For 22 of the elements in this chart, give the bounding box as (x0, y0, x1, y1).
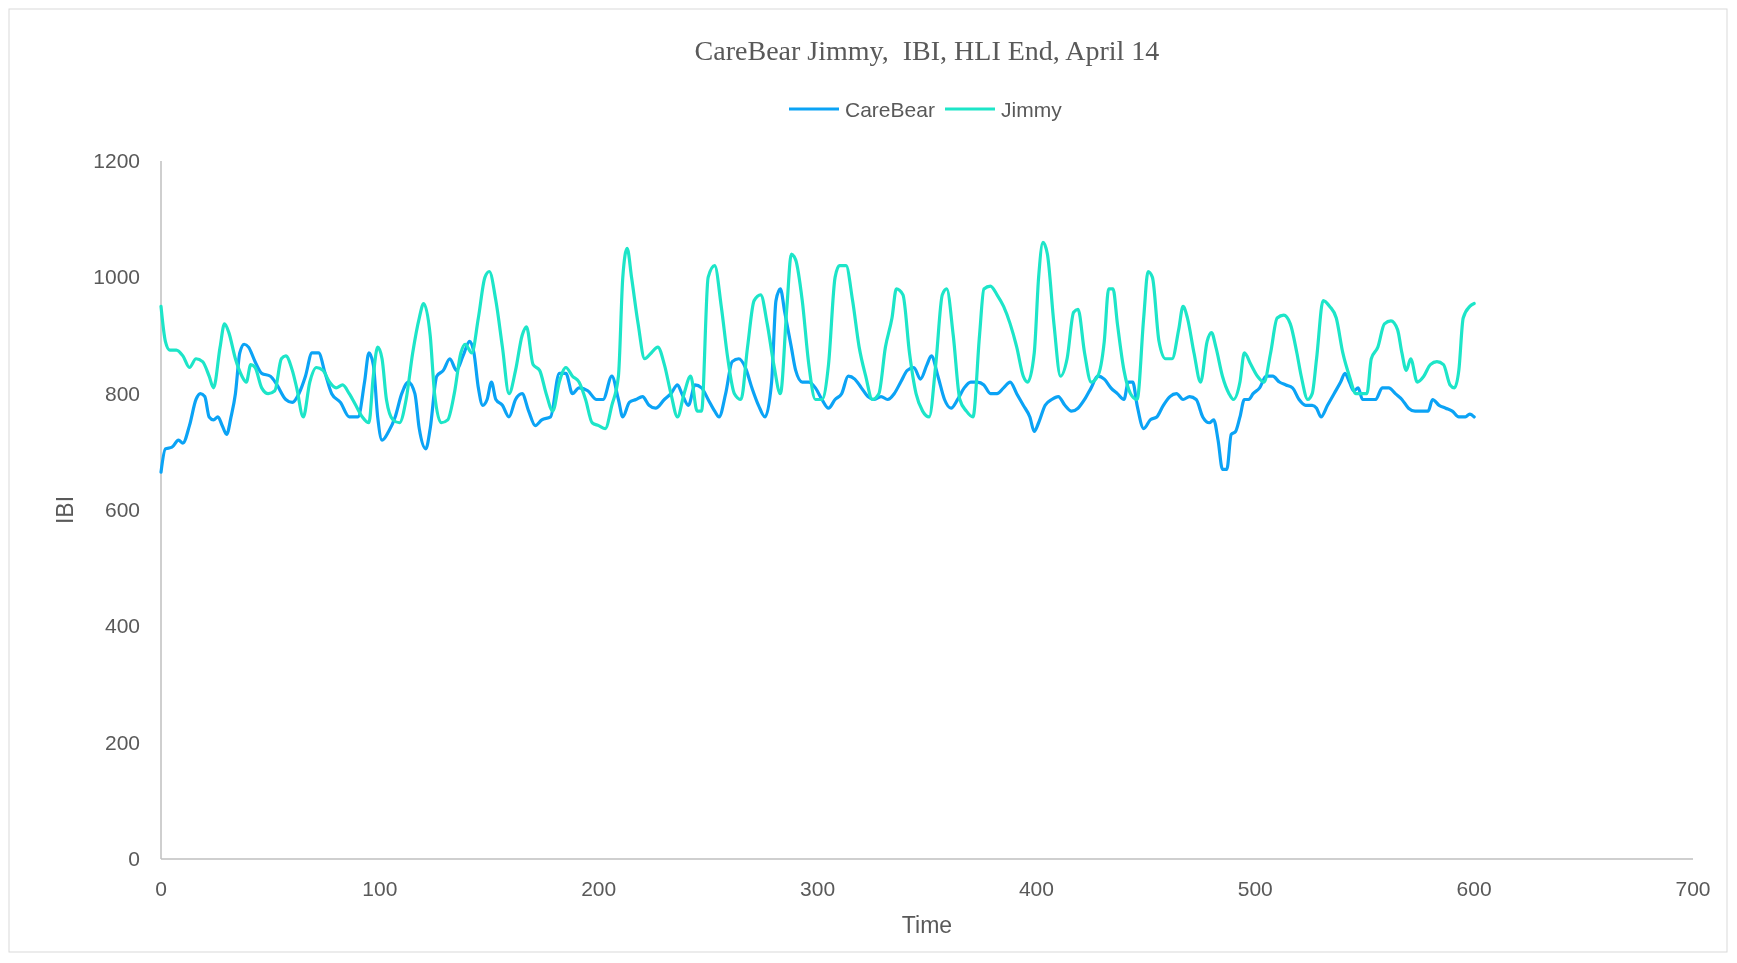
line-series (159, 287, 1476, 474)
y-tick-label: 800 (104, 381, 140, 405)
legend-label: Jimmy (1001, 98, 1063, 121)
y-tick-label: 400 (104, 614, 140, 638)
x-tick-label: 600 (1456, 877, 1492, 900)
x-tick-label: 200 (581, 877, 617, 900)
y-tick-label: 200 (104, 730, 140, 754)
y-tick-label: 1200 (93, 149, 140, 172)
y-axis-title: IBI (52, 495, 78, 525)
x-tick-label: 500 (1237, 877, 1273, 900)
y-tick-label: 0 (128, 847, 140, 870)
x-axis-title: Time (901, 912, 953, 938)
x-tick-label: 700 (1675, 877, 1711, 900)
y-tick-label: 600 (104, 498, 140, 521)
chart-title: CareBear Jimmy, IBI, HLI End, April 14 (694, 35, 1160, 66)
x-tick-label: 100 (362, 877, 398, 900)
x-tick-label: 0 (155, 877, 167, 900)
legend-label: CareBear (845, 98, 935, 121)
x-tick-label: 300 (800, 877, 836, 900)
y-tick-label: 1000 (93, 265, 140, 289)
line-series (159, 240, 1476, 431)
x-tick-label: 400 (1018, 877, 1054, 900)
